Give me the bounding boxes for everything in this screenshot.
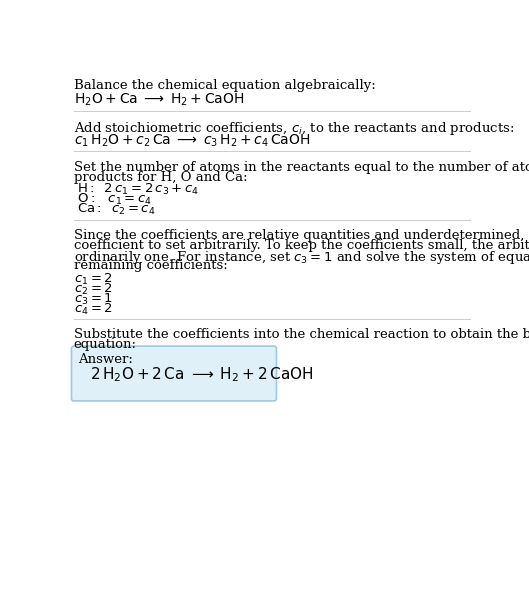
Text: Set the number of atoms in the reactants equal to the number of atoms in the: Set the number of atoms in the reactants…: [74, 161, 529, 174]
Text: equation:: equation:: [74, 339, 136, 351]
Text: $\mathrm{H_2O + Ca \;\longrightarrow\; H_2 + CaOH}$: $\mathrm{H_2O + Ca \;\longrightarrow\; H…: [74, 92, 244, 109]
Text: $c_1\,\mathrm{H_2O} + c_2\,\mathrm{Ca} \;\longrightarrow\; c_3\,\mathrm{H_2} + c: $c_1\,\mathrm{H_2O} + c_2\,\mathrm{Ca} \…: [74, 133, 310, 149]
Text: $c_4 = 2$: $c_4 = 2$: [74, 302, 113, 317]
Text: Balance the chemical equation algebraically:: Balance the chemical equation algebraica…: [74, 79, 375, 92]
FancyBboxPatch shape: [71, 346, 277, 401]
Text: remaining coefficients:: remaining coefficients:: [74, 259, 227, 272]
Text: Add stoichiometric coefficients, $c_i$, to the reactants and products:: Add stoichiometric coefficients, $c_i$, …: [74, 120, 514, 137]
Text: Substitute the coefficients into the chemical reaction to obtain the balanced: Substitute the coefficients into the che…: [74, 328, 529, 342]
Text: $\mathrm{2\,H_2O + 2\,Ca \;\longrightarrow\; H_2 + 2\,CaOH}$: $\mathrm{2\,H_2O + 2\,Ca \;\longrightarr…: [90, 365, 314, 384]
Text: products for H, O and Ca:: products for H, O and Ca:: [74, 171, 247, 184]
Text: $\mathrm{H:} \;\; 2\,c_1 = 2\,c_3 + c_4$: $\mathrm{H:} \;\; 2\,c_1 = 2\,c_3 + c_4$: [77, 182, 199, 197]
Text: $c_2 = 2$: $c_2 = 2$: [74, 282, 113, 297]
Text: ordinarily one. For instance, set $c_3 = 1$ and solve the system of equations fo: ordinarily one. For instance, set $c_3 =…: [74, 249, 529, 266]
Text: Answer:: Answer:: [78, 353, 132, 366]
Text: $\mathrm{O:} \;\;\; c_1 = c_4$: $\mathrm{O:} \;\;\; c_1 = c_4$: [77, 192, 152, 207]
Text: $c_3 = 1$: $c_3 = 1$: [74, 291, 113, 307]
Text: $\mathrm{Ca:} \;\; c_2 = c_4$: $\mathrm{Ca:} \;\; c_2 = c_4$: [77, 202, 156, 217]
Text: Since the coefficients are relative quantities and underdetermined, choose a: Since the coefficients are relative quan…: [74, 229, 529, 242]
Text: coefficient to set arbitrarily. To keep the coefficients small, the arbitrary va: coefficient to set arbitrarily. To keep …: [74, 239, 529, 252]
Text: $c_1 = 2$: $c_1 = 2$: [74, 271, 113, 287]
